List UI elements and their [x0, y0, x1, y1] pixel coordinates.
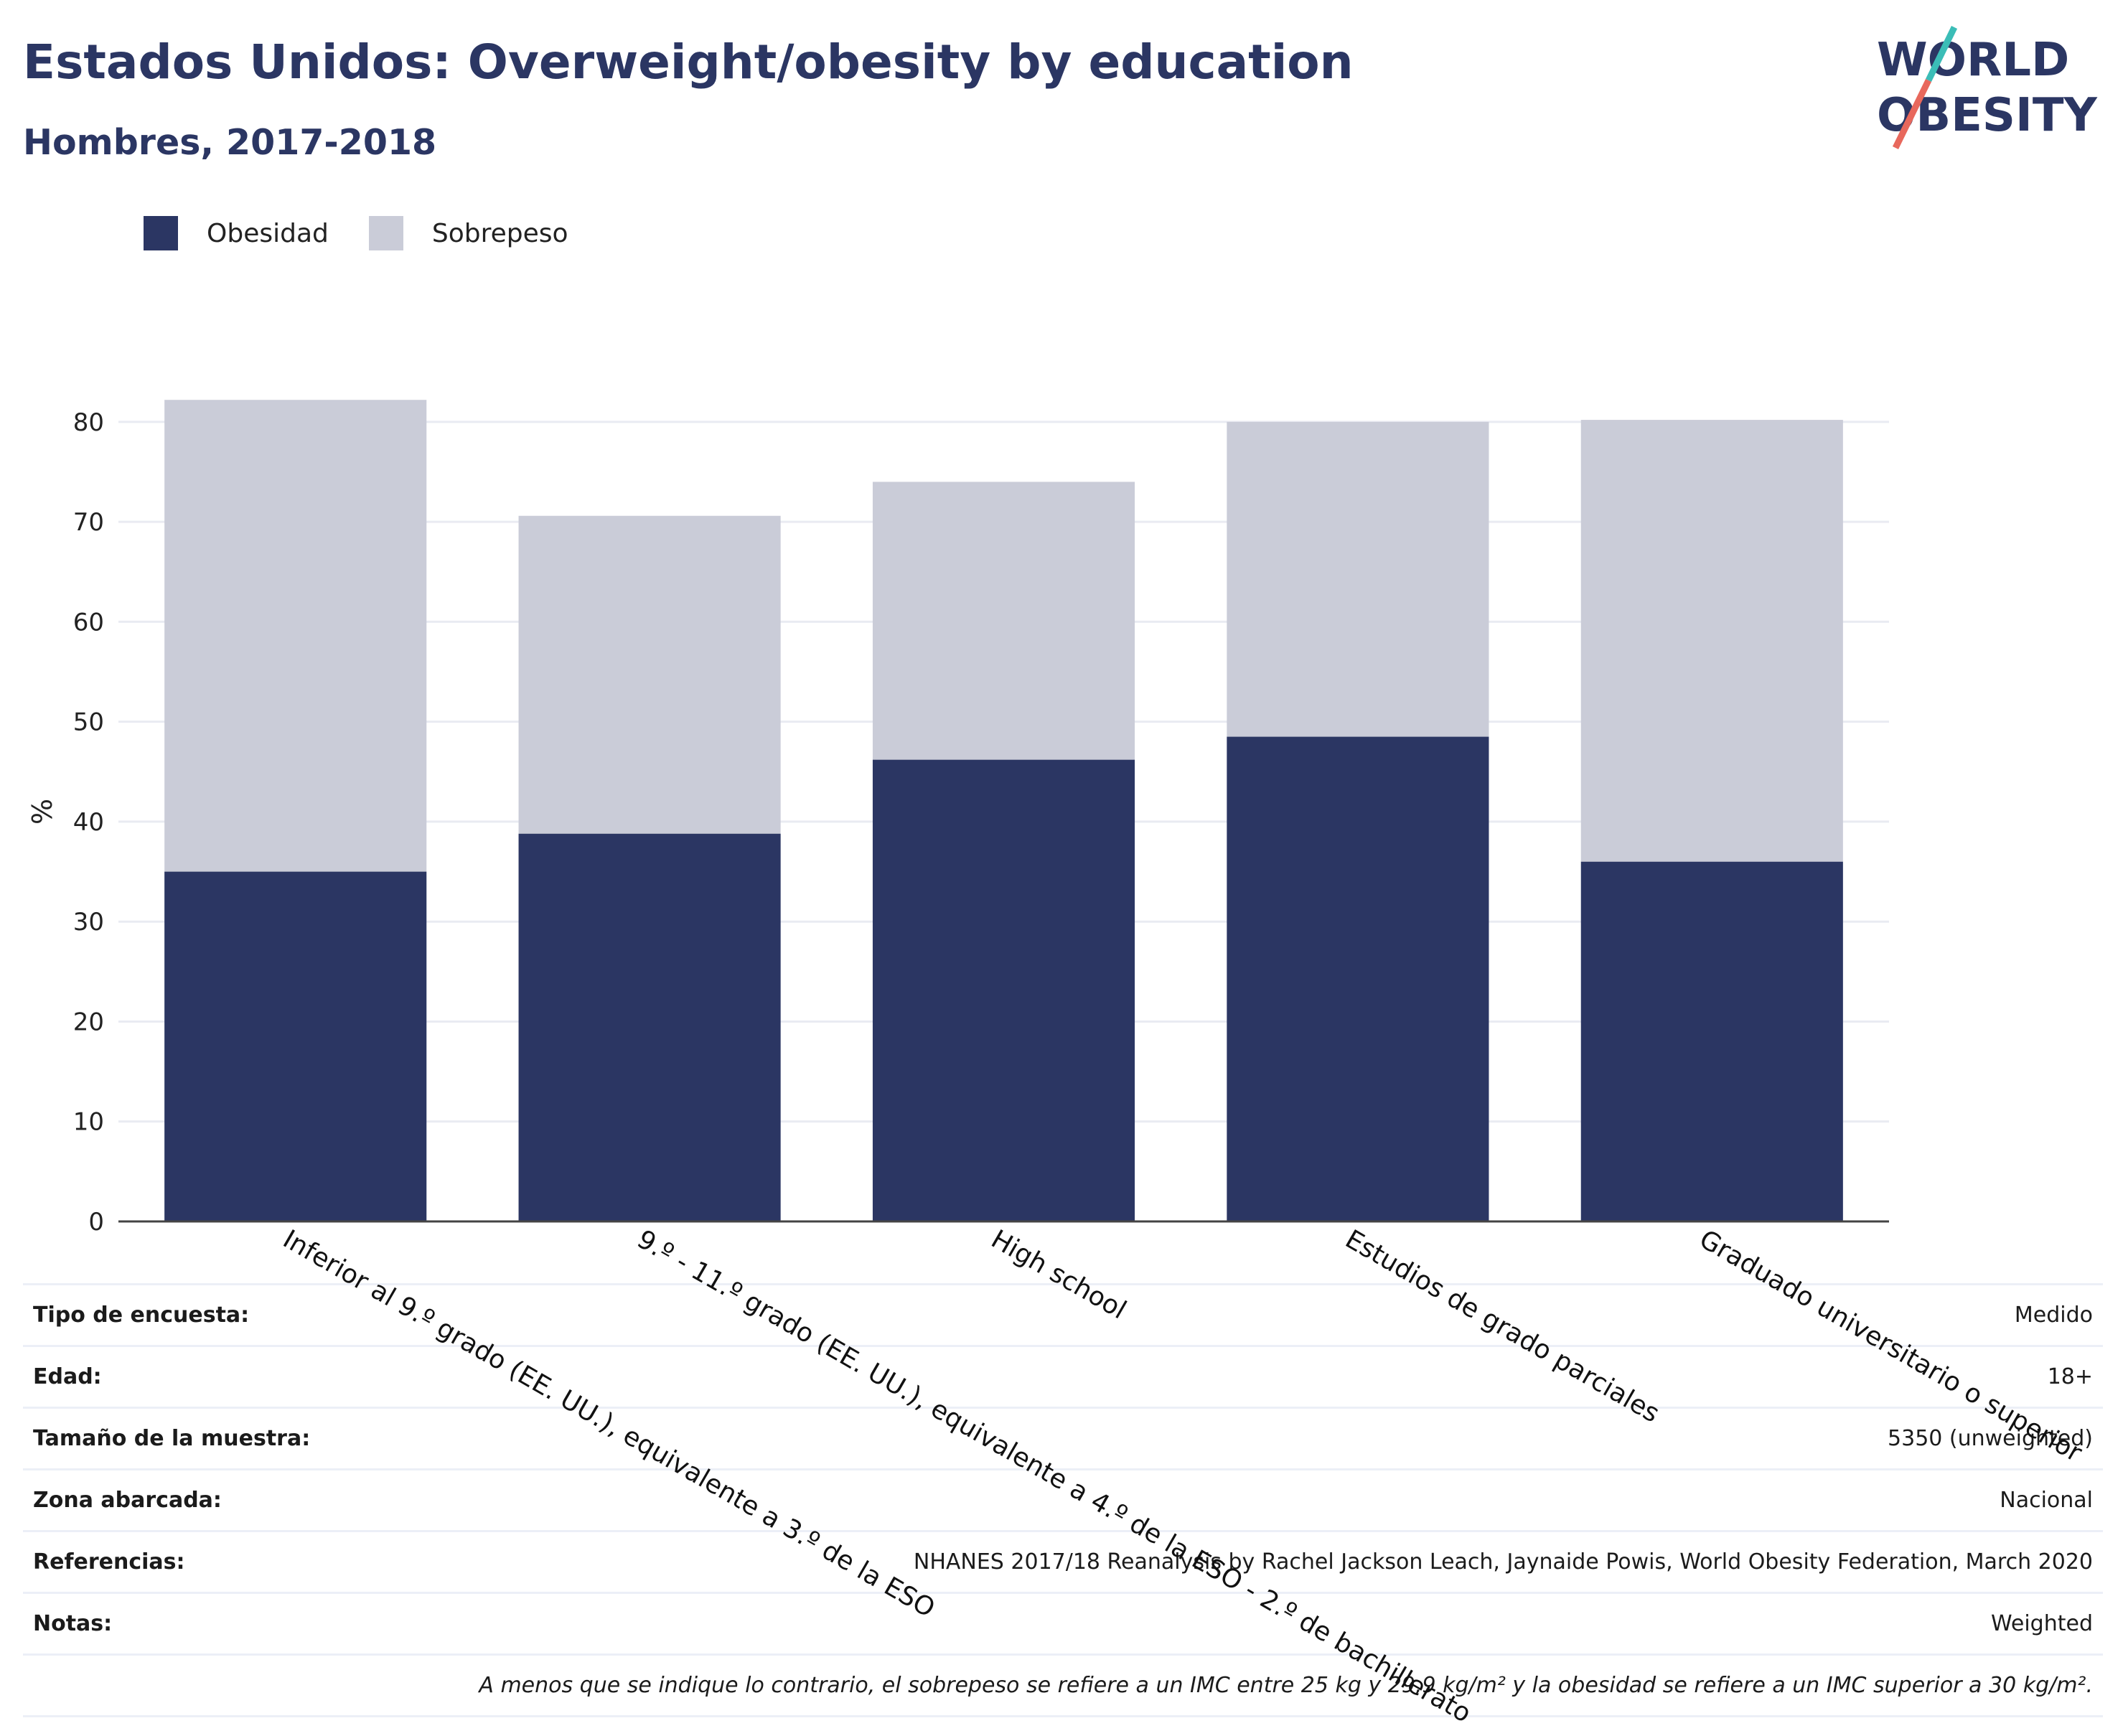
info-label: Notas: [33, 1611, 113, 1636]
legend-item-obesidad[interactable]: Obesidad [144, 216, 329, 250]
survey-info-table: Tipo de encuesta: Medido Edad: 18+ Tamañ… [23, 1283, 2103, 1717]
legend-item-sobrepeso[interactable]: Sobrepeso [368, 216, 568, 250]
logo-slash-teal [1925, 26, 1958, 82]
info-value: 5350 (unweighted) [1888, 1426, 2093, 1451]
x-tick-label: 9.º - 11.º grado (EE. UU.), equivalente … [632, 1224, 1476, 1729]
info-row-survey-type: Tipo de encuesta: Medido [23, 1283, 2103, 1345]
info-label: Edad: [33, 1364, 102, 1389]
bar-sobrepeso [872, 482, 1135, 760]
definition-note: A menos que se indique lo contrario, el … [23, 1653, 2103, 1717]
bar-obesidad [518, 833, 781, 1221]
x-tick-label: Inferior al 9.º grado (EE. UU.), equival… [278, 1224, 939, 1623]
bar-sobrepeso [518, 515, 781, 834]
info-row-age: Edad: 18+ [23, 1345, 2103, 1407]
info-row-sample-size: Tamaño de la muestra: 5350 (unweighted) [23, 1407, 2103, 1468]
legend-label-sobrepeso: Sobrepeso [431, 218, 568, 248]
x-tick-label: High school [986, 1224, 1131, 1325]
y-tick-label: 80 [73, 408, 104, 437]
bar-obesidad [164, 871, 427, 1221]
bar-obesidad [1580, 861, 1843, 1221]
info-label: Tamaño de la muestra: [33, 1426, 311, 1451]
x-tick-label: Estudios de grado parciales [1340, 1224, 1664, 1428]
chart-legend: Obesidad Sobrepeso [144, 212, 609, 255]
legend-swatch-obesidad [144, 216, 178, 250]
bar-sobrepeso [164, 400, 427, 872]
chart-subtitle: Hombres, 2017-2018 [23, 122, 437, 163]
x-tick-label: Graduado universitario o superior [1695, 1224, 2087, 1468]
definition-note-text: A menos que se indique lo contrario, el … [479, 1673, 2093, 1698]
info-row-notes: Notas: Weighted [23, 1592, 2103, 1653]
y-tick-label: 10 [73, 1108, 104, 1137]
info-value: 18+ [2047, 1364, 2093, 1389]
info-row-area: Zona abarcada: Nacional [23, 1468, 2103, 1530]
world-obesity-logo: WORLD OBESITY [1877, 26, 2097, 149]
bar-sobrepeso [1227, 421, 1489, 737]
y-tick-label: 70 [73, 508, 104, 537]
y-tick-label: 30 [73, 908, 104, 937]
bar-obesidad [872, 759, 1135, 1221]
info-label: Tipo de encuesta: [33, 1303, 250, 1328]
logo-slash-coral [1892, 79, 1932, 149]
legend-swatch-sobrepeso [368, 216, 403, 250]
y-tick-label: 40 [73, 808, 104, 837]
y-tick-label: 20 [73, 1008, 104, 1036]
bar-sobrepeso [1580, 420, 1843, 862]
info-label: Zona abarcada: [33, 1488, 222, 1513]
info-value: Nacional [2000, 1488, 2093, 1513]
chart-title: Estados Unidos: Overweight/obesity by ed… [23, 34, 1354, 90]
y-tick-label: 60 [73, 608, 104, 637]
info-label: Referencias: [33, 1549, 185, 1575]
bar-obesidad [1227, 736, 1489, 1221]
info-row-references: Referencias: NHANES 2017/18 Reanalysis b… [23, 1530, 2103, 1592]
info-value: Medido [2014, 1303, 2093, 1328]
y-tick-label: 0 [88, 1208, 104, 1237]
legend-label-obesidad: Obesidad [207, 218, 329, 248]
y-tick-label: 50 [73, 708, 104, 737]
logo-line1: WORLD [1877, 34, 2069, 87]
info-value: Weighted [1990, 1611, 2093, 1636]
y-axis-title: % [27, 799, 58, 825]
info-value: NHANES 2017/18 Reanalysis by Rachel Jack… [913, 1549, 2093, 1575]
